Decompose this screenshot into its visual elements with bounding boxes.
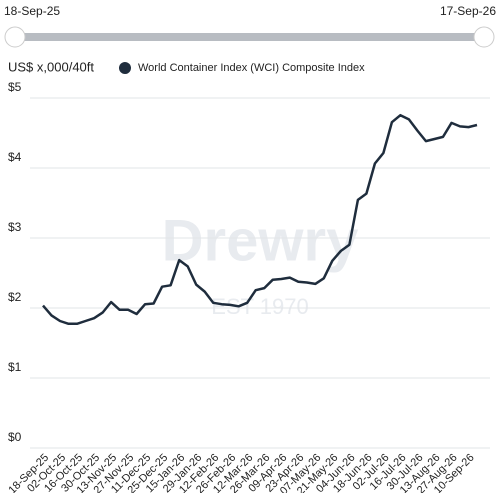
y-tick-label: $4	[8, 150, 22, 164]
y-axis-label: US$ x,000/40ft	[8, 59, 94, 74]
y-tick-label: $3	[8, 220, 22, 234]
legend-marker	[119, 62, 131, 74]
slider-handle[interactable]	[4, 26, 26, 48]
y-tick-label: $1	[8, 360, 22, 374]
y-tick-label: $2	[8, 290, 22, 304]
watermark-est: EST 1970	[211, 294, 308, 319]
slider-handle[interactable]	[473, 26, 495, 48]
y-tick-label: $0	[8, 430, 22, 444]
range-start: 18-Sep-25	[4, 4, 60, 18]
legend-label: World Container Index (WCI) Composite In…	[138, 62, 365, 74]
range-end: 17-Sep-26	[440, 4, 496, 18]
line	[42, 113, 478, 326]
slider-track	[15, 33, 485, 41]
watermark: Drewry	[162, 208, 359, 273]
y-tick-label: $5	[8, 80, 22, 94]
